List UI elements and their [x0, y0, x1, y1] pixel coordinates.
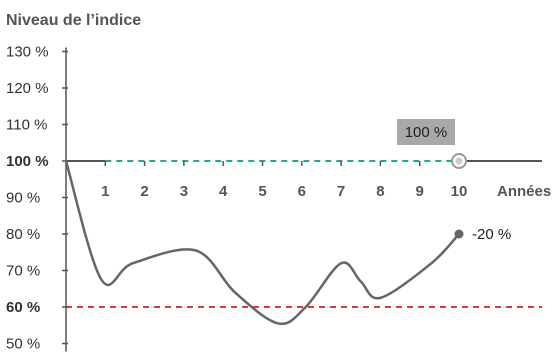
axes: 130 % 120 % 110 % 100 % 90 % 80 % 70 % 60 % 50 %…: [6, 44, 542, 353]
chart-title: Niveau de l’indice: [6, 12, 141, 29]
x-tick-label-5: 5: [258, 183, 266, 200]
y-tick-label-60: 60 %: [6, 299, 40, 316]
x-tick-label-7: 7: [337, 183, 345, 200]
series-line-0: [64, 159, 461, 326]
x-tick-label-4: 4: [219, 183, 228, 200]
x-tick-label-6: 6: [298, 183, 306, 200]
annotations: 100 % -20 %: [397, 119, 511, 243]
reference-lines: [66, 160, 542, 308]
x-tick-label-10: 10: [451, 183, 468, 200]
series-layer: [64, 159, 461, 326]
annotation-box: [397, 119, 455, 145]
y-tick-label-100: 100 %: [6, 153, 49, 170]
y-tick-label-50: 50 %: [6, 336, 40, 353]
x-tick-label-9: 9: [416, 183, 424, 200]
y-tick-label-80: 80 %: [6, 226, 40, 243]
annotation-label-final-level: 100 %: [405, 124, 448, 141]
y-tick-label-120: 120 %: [6, 80, 49, 97]
y-tick-label-70: 70 %: [6, 263, 40, 280]
x-tick-label-8: 8: [376, 183, 384, 200]
x-tick-label-1: 1: [101, 183, 109, 200]
marker-filled-circle: [454, 229, 464, 239]
y-tick-label-130: 130 %: [6, 44, 49, 61]
y-tick-label-110: 110 %: [6, 117, 47, 134]
marker-open-circle-inner: [455, 157, 463, 165]
y-tick-label-90: 90 %: [6, 190, 40, 207]
x-axis-label: Années: [497, 183, 551, 200]
x-tick-label-3: 3: [180, 183, 188, 200]
x-tick-label-2: 2: [140, 183, 148, 200]
annotation-label-performance: -20 %: [472, 226, 511, 243]
